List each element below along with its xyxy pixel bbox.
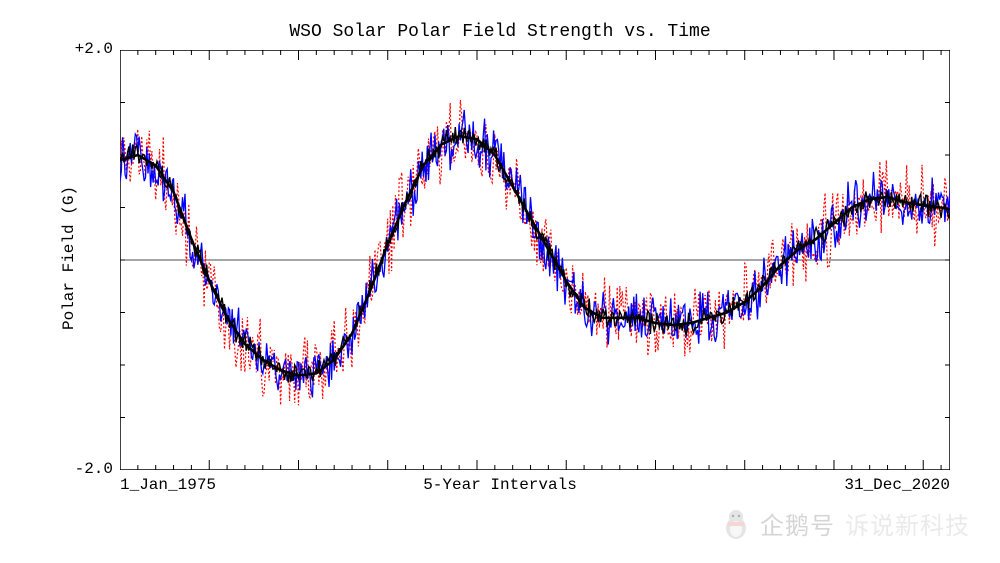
penguin-icon xyxy=(722,508,750,540)
watermark: 企鹅号 诉说新科技 xyxy=(722,506,970,541)
chart-title: WSO Solar Polar Field Strength vs. Time xyxy=(0,22,1000,42)
plot-area xyxy=(120,50,950,470)
chart-container: WSO Solar Polar Field Strength vs. Time … xyxy=(0,0,1000,563)
watermark-main: 企鹅号 xyxy=(760,506,835,541)
x-tick-right: 31_Dec_2020 xyxy=(844,476,950,494)
watermark-sub: 诉说新科技 xyxy=(845,506,970,541)
y-axis-label: Polar Field (G) xyxy=(60,186,78,330)
y-tick-top: +2.0 xyxy=(65,40,113,58)
